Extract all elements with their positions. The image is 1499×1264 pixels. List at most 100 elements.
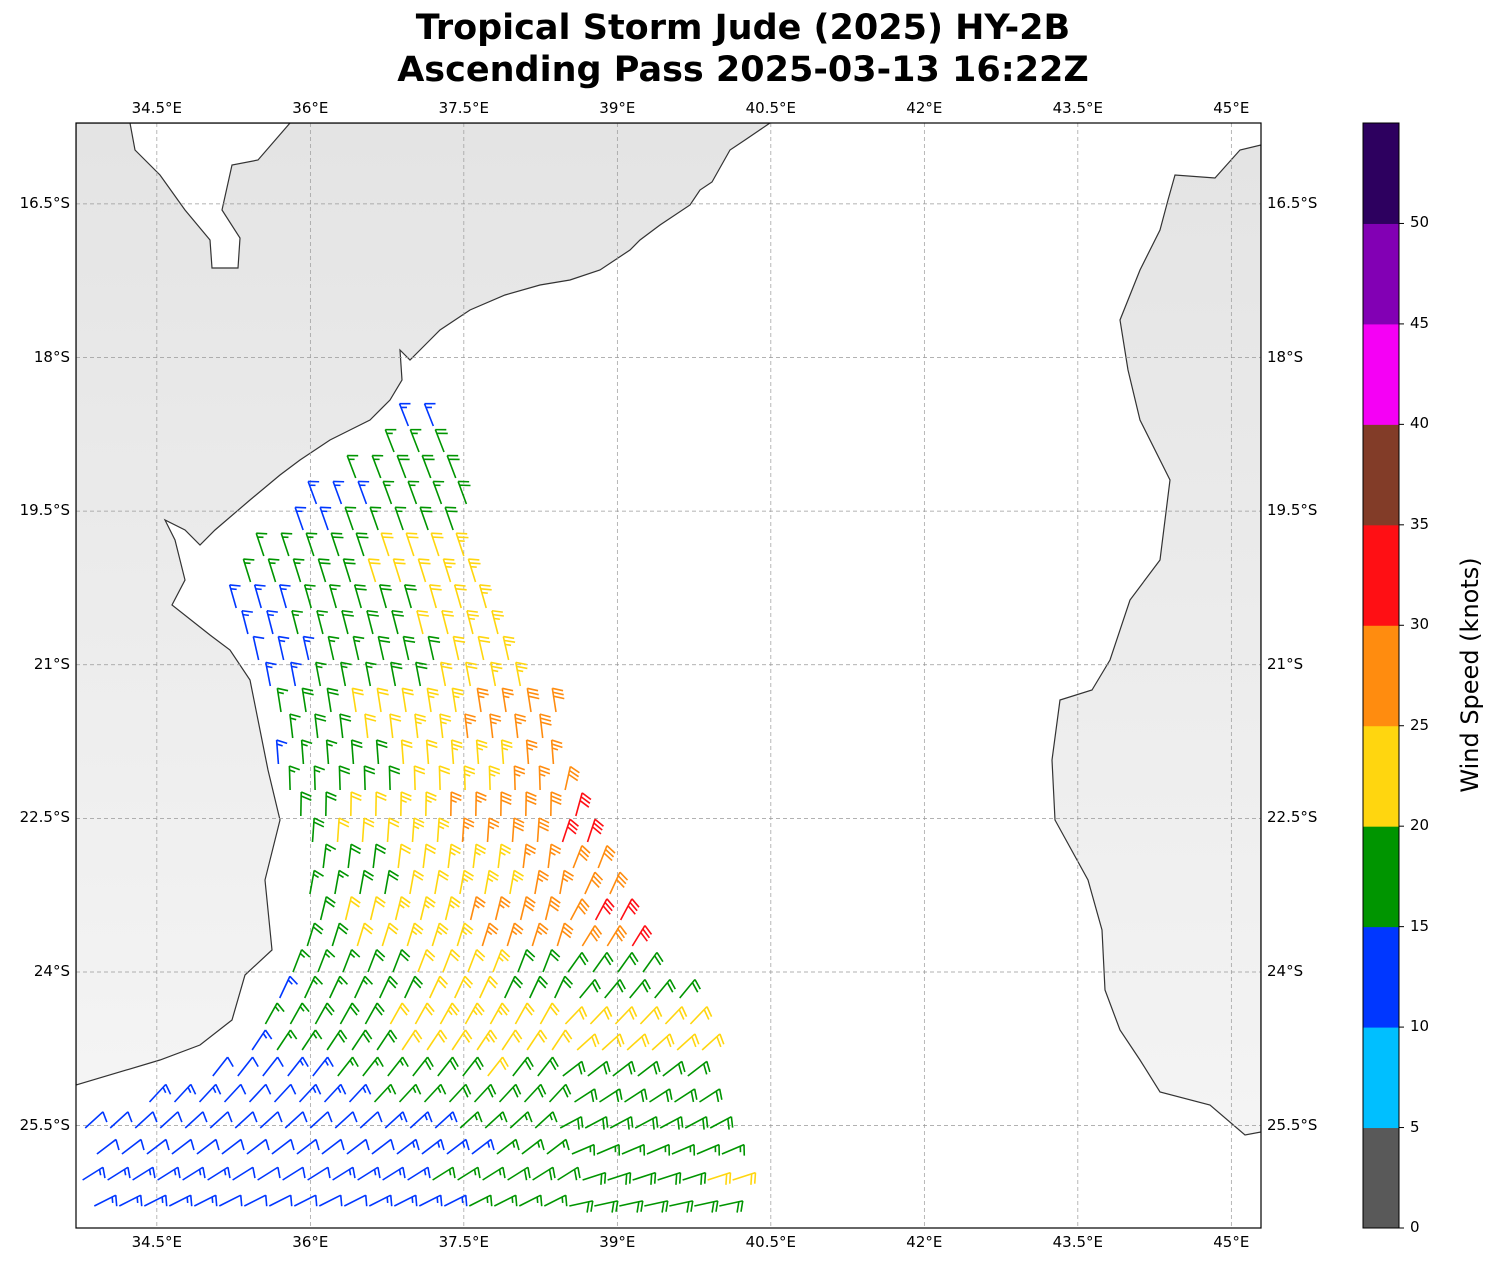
wind-barb [367, 949, 386, 973]
wind-barb [396, 1138, 420, 1155]
wind-barb [372, 843, 387, 869]
wind-barb [301, 1029, 323, 1051]
wind-barb [357, 480, 370, 505]
wind-barb [353, 584, 367, 609]
wind-barb [491, 609, 504, 635]
wind-barb [328, 584, 341, 609]
wind-barb [289, 713, 301, 739]
wind-barb [306, 922, 324, 947]
lon-tick-top: 39°E [599, 99, 636, 117]
wind-barb [601, 1033, 625, 1051]
wind-barb [182, 1166, 206, 1181]
wind-barb [339, 1002, 360, 1025]
wind-barb [369, 896, 386, 921]
lon-tick-top: 45°E [1213, 99, 1250, 117]
wind-barb [289, 661, 302, 687]
wind-barb [93, 1194, 118, 1207]
wind-barb [401, 687, 414, 713]
wind-barb [275, 739, 288, 765]
wind-barb [319, 506, 332, 531]
wind-barb [434, 428, 448, 453]
wind-barb [351, 687, 364, 713]
wind-barb [538, 765, 551, 791]
wind-barb [309, 869, 324, 895]
wind-barb [251, 1029, 273, 1051]
wind-barb [107, 1166, 131, 1181]
wind-barb [369, 506, 382, 531]
wind-barb [289, 1002, 310, 1025]
wind-barb [412, 1056, 434, 1077]
wind-barb [259, 1111, 283, 1129]
colorbar-bin [1363, 123, 1399, 224]
wind-barb [525, 791, 537, 817]
wind-barb [482, 1166, 506, 1181]
wind-barb [368, 1194, 393, 1207]
wind-barb [339, 661, 352, 687]
wind-barb [629, 978, 651, 999]
wind-barb [314, 661, 327, 687]
wind-barb [526, 1029, 548, 1051]
wind-barbs [82, 402, 757, 1213]
wind-barb [432, 480, 445, 505]
lon-tick-bottom: 36°E [292, 1233, 329, 1251]
wind-barb [581, 925, 603, 947]
wind-barb [619, 898, 640, 921]
wind-barb [398, 1083, 422, 1103]
wind-barb [484, 869, 499, 895]
wind-barb [346, 1138, 370, 1155]
wind-barb [428, 975, 449, 999]
lon-tick-bottom: 40.5°E [745, 1233, 797, 1251]
wind-barb [346, 454, 359, 479]
wind-barb [338, 765, 351, 791]
wind-barb [586, 818, 604, 843]
wind-barb [444, 506, 458, 531]
wind-barb [237, 1056, 259, 1077]
wind-barb [389, 661, 403, 687]
wind-barb [459, 869, 474, 895]
wind-barb [682, 1171, 707, 1185]
wind-barb [377, 635, 391, 661]
wind-barb [478, 975, 499, 999]
wind-barb [246, 1138, 270, 1155]
wind-barb [584, 871, 604, 895]
wind-barb [699, 1088, 723, 1103]
wind-barb [284, 1111, 308, 1129]
wind-barb [646, 1143, 671, 1156]
wind-barb [439, 713, 452, 739]
wind-barb [82, 1166, 106, 1181]
wind-barb [253, 584, 266, 609]
madagascar-land [1051, 144, 1261, 1136]
wind-barb [559, 1116, 584, 1130]
wind-barb [597, 845, 616, 869]
wind-barb [464, 661, 478, 687]
wind-barb [419, 506, 433, 531]
wind-barb [339, 713, 352, 739]
wind-barb [352, 635, 365, 661]
wind-barb [381, 922, 399, 947]
wind-barb [371, 454, 384, 479]
wind-barb [341, 609, 354, 635]
colorbar-label: Wind Speed (knots) [1456, 557, 1484, 793]
wind-barb [550, 739, 563, 765]
wind-barb [607, 1171, 632, 1185]
wind-barb [268, 1194, 293, 1207]
colorbar-tick-label: 30 [1410, 615, 1430, 634]
wind-barb [463, 765, 476, 791]
wind-barb [609, 871, 629, 895]
wind-barb [409, 428, 422, 453]
wind-barb [384, 1111, 408, 1129]
wind-barb [292, 558, 305, 583]
wind-barb [221, 1138, 245, 1155]
wind-barb [378, 584, 392, 609]
wind-barb [392, 558, 406, 583]
wind-barb [466, 609, 479, 635]
colorbar-bin [1363, 424, 1399, 526]
wind-barb [676, 1033, 700, 1051]
wind-barb [134, 1111, 158, 1129]
wind-barb [387, 1056, 409, 1077]
wind-barb [403, 975, 424, 999]
wind-barb [242, 558, 255, 583]
wind-barb [467, 949, 486, 973]
wind-barb [624, 1088, 648, 1103]
colorbar-bin [1363, 1127, 1399, 1229]
